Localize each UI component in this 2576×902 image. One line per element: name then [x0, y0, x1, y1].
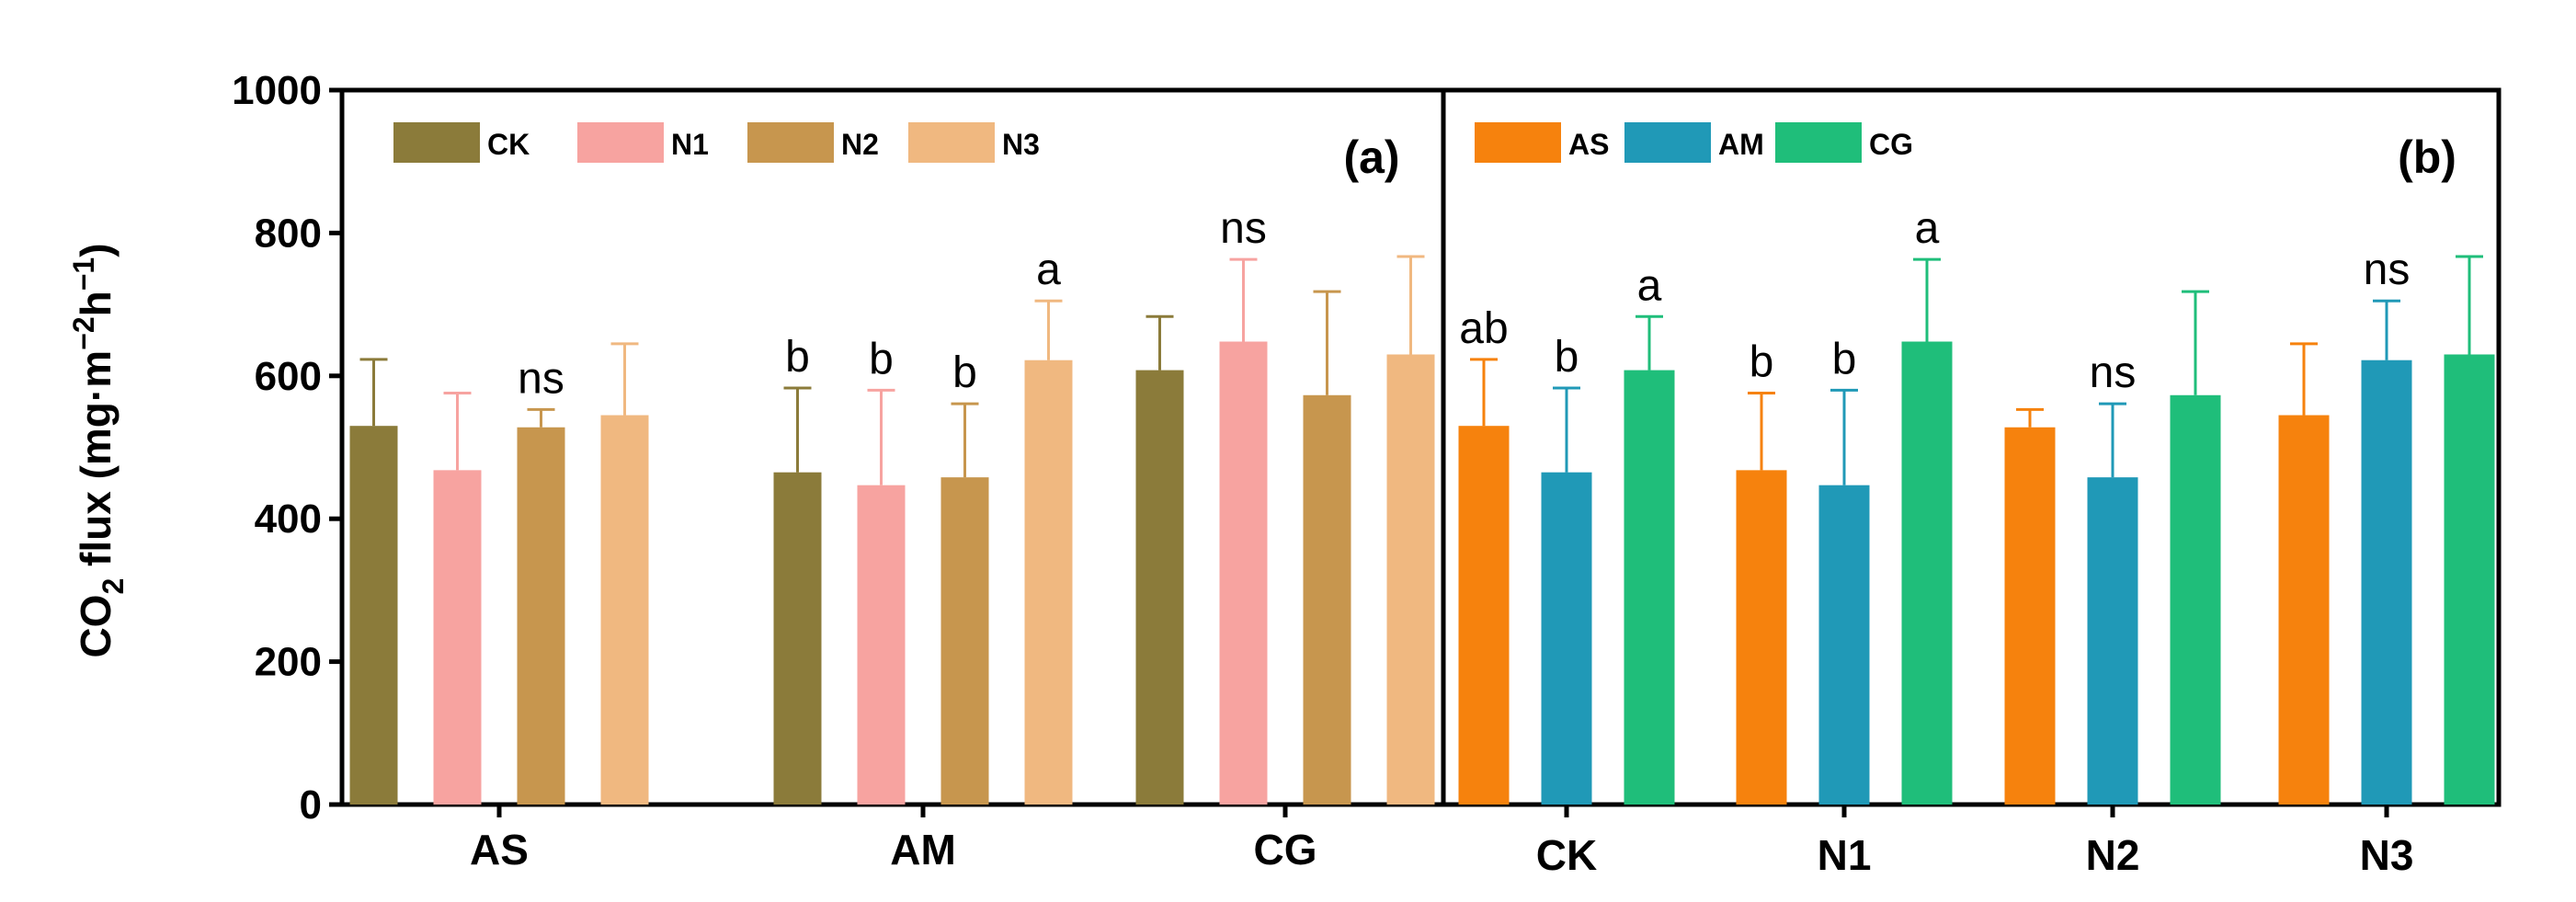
y-tick-label-600: 600 [255, 354, 322, 399]
panel-b-category-n1: N1 [1818, 831, 1872, 879]
panel-b-bar-as-n3 [2278, 415, 2330, 805]
panel-b-bar-cg-n3 [2444, 354, 2495, 805]
y-tick-label-1000: 1000 [232, 68, 322, 113]
panel-b-significance-0: ab [1459, 304, 1508, 353]
panel-b-legend-swatch-am [1624, 122, 1711, 163]
y-tick-label-0: 0 [300, 782, 322, 828]
panel-b-bar-am-n1 [1818, 485, 1870, 805]
panel-a-significance-3: b [952, 348, 977, 397]
panel-a-category-cg: CG [1254, 826, 1317, 873]
panel-a-bar-n3-am [1024, 360, 1073, 805]
text-layer: 0 200 400 600 800 1000 CO2 flux (mg·m−2h−1) AS A… [67, 68, 2456, 879]
panel-a-legend-label-n3: N3 [1002, 128, 1040, 161]
panel-b-bar-cg-ck [1624, 370, 1675, 805]
panel-b-significance-3: b [1750, 337, 1774, 386]
panel-a-bar-n2-am [940, 477, 989, 805]
panel-b-category-n2: N2 [2086, 831, 2140, 879]
panel-a-legend-label-n2: N2 [841, 128, 879, 161]
y-tick-label-200: 200 [255, 640, 322, 685]
panel-a-bar-ck-as [349, 426, 398, 805]
panel-a-bar-ck-cg [1135, 370, 1184, 805]
panel-a-legend-swatch-n2 [747, 122, 834, 163]
panel-b-bar-cg-n2 [2170, 394, 2221, 805]
panel-b-bar-am-n3 [2361, 360, 2412, 805]
panel-b-bar-am-n2 [2087, 477, 2138, 805]
panel-b-legend-label-cg: CG [1869, 128, 1913, 161]
panel-a-bar-n2-as [517, 427, 565, 805]
panel-b-significance-6: ns [2090, 348, 2137, 397]
panel-a-bar-n3-cg [1386, 354, 1435, 805]
panel-a-significance-4: a [1036, 245, 1061, 294]
panel-b-significance-5: a [1915, 204, 1940, 253]
panel-a-legend-swatch-ck [393, 122, 480, 163]
marks-layer [349, 122, 2495, 805]
y-axis-label: CO2 flux (mg·m−2h−1) [67, 243, 130, 657]
panel-a-significance-5: ns [1220, 204, 1267, 253]
panel-a-legend-label-n1: N1 [671, 128, 709, 161]
panel-a-category-am: AM [890, 826, 956, 873]
y-tick-label-800: 800 [255, 211, 322, 256]
panel-a-significance-0: ns [518, 354, 564, 403]
panel-b-significance-7: ns [2364, 245, 2411, 294]
panel-b-label: (b) [2398, 131, 2456, 183]
panel-b-category-ck: CK [1536, 831, 1597, 879]
panel-b-significance-4: b [1832, 335, 1857, 383]
panel-a-bar-n1-cg [1219, 341, 1268, 805]
panel-a-significance-2: b [869, 335, 894, 383]
panel-b-bar-as-n1 [1736, 470, 1787, 805]
panel-b-significance-2: a [1637, 261, 1662, 310]
panel-b-legend-label-as: AS [1568, 128, 1609, 161]
panel-b-legend-swatch-cg [1775, 122, 1862, 163]
panel-a-bar-n1-as [433, 470, 482, 805]
panel-a-legend-label-ck: CK [487, 128, 530, 161]
panel-b-bar-am-ck [1541, 472, 1592, 805]
panel-a-label: (a) [1343, 131, 1399, 183]
panel-b-legend-label-am: AM [1718, 128, 1764, 161]
y-tick-label-400: 400 [255, 497, 322, 542]
panel-a-significance-1: b [785, 333, 810, 382]
panel-a-legend-swatch-n3 [908, 122, 995, 163]
panel-a-category-as: AS [470, 826, 529, 873]
panel-a-bar-ck-am [773, 472, 822, 805]
panel-a-bar-n1-am [857, 485, 906, 805]
panel-b-legend-swatch-as [1475, 122, 1561, 163]
panel-b-significance-1: b [1555, 333, 1579, 382]
panel-b-category-n3: N3 [2360, 831, 2414, 879]
panel-b-bar-as-n2 [2004, 427, 2056, 805]
panel-a-bar-n3-as [600, 415, 649, 805]
panel-a-bar-n2-cg [1303, 394, 1351, 805]
panel-a-legend-swatch-n1 [577, 122, 664, 163]
panel-b-bar-cg-n1 [1901, 341, 1953, 805]
panel-b-bar-as-ck [1458, 426, 1510, 805]
